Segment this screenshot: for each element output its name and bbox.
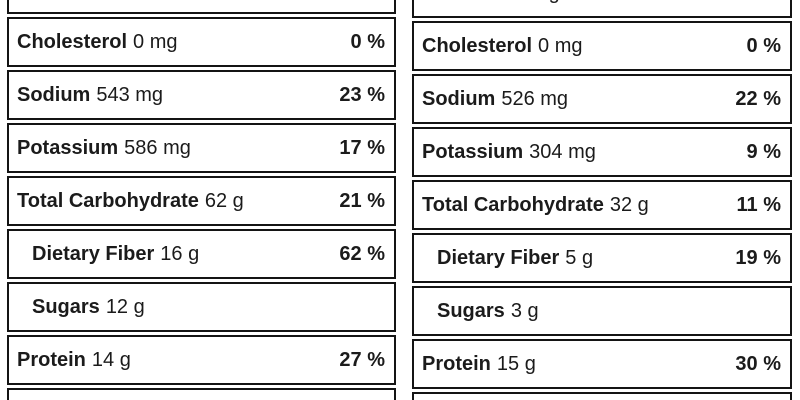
nutrition-row	[412, 392, 792, 400]
nutrient-amount: 32 g	[609, 194, 649, 216]
nutrition-row: Cholesterol 0 mg 0 %	[7, 17, 396, 67]
daily-value-percent: 0 %	[746, 35, 781, 57]
nutrient-amount: 543 mg	[96, 84, 164, 106]
nutrient-amount: 0 mg	[133, 31, 178, 53]
nutrition-row: Total Carbohydrate 62 g 21 %	[7, 176, 396, 226]
nutrition-row: Protein 15 g 30 %	[412, 339, 792, 389]
nutrition-row: Protein 14 g 27 %	[7, 335, 396, 385]
daily-value-percent: 22 %	[735, 88, 781, 110]
nutrition-row	[7, 0, 396, 14]
nutrient-name: Total Carbohydrate	[17, 190, 199, 212]
nutrient-name: Sugars	[437, 300, 505, 322]
daily-value-percent: 9 %	[746, 141, 781, 163]
nutrient-name: Protein	[17, 349, 86, 371]
nutrient-name: Sodium	[422, 88, 496, 110]
nutrient-name: Sugars	[32, 296, 100, 318]
nutrition-label-left: Cholesterol 0 mg 0 % Sodium 543 mg 23 % Potass…	[7, 0, 396, 400]
nutrition-rows-stack: Cholesterol 0 mg 0 % Sodium 543 mg 23 % Potass…	[7, 0, 396, 400]
nutrient-amount: 15 g	[496, 353, 536, 375]
nutrient-name: Dietary Fiber	[32, 243, 155, 265]
nutrient-name: Trans Fat	[437, 0, 526, 3]
daily-value-percent: 62 %	[339, 243, 385, 265]
nutrient-name: Dietary Fiber	[437, 247, 560, 269]
daily-value-percent: 27 %	[339, 349, 385, 371]
daily-value-percent: 17 %	[339, 137, 385, 159]
nutrient-amount: 16 g	[160, 243, 200, 265]
nutrient-amount: 5 g	[565, 247, 594, 269]
nutrient-name: Total Carbohydrate	[422, 194, 604, 216]
nutrient-name: Cholesterol	[422, 35, 533, 57]
nutrition-row: Sodium 543 mg 23 %	[7, 70, 396, 120]
nutrition-row	[7, 388, 396, 400]
nutrient-amount: 586 mg	[124, 137, 191, 159]
nutrient-amount: 14 g	[91, 349, 131, 371]
daily-value-percent: 30 %	[735, 353, 781, 375]
nutrient-name: Sodium	[17, 84, 91, 106]
nutrition-row: Sugars 3 g	[412, 286, 792, 336]
nutrient-name: Protein	[422, 353, 491, 375]
nutrition-row: Dietary Fiber 16 g 62 %	[7, 229, 396, 279]
nutrition-row: Total Carbohydrate 32 g 11 %	[412, 180, 792, 230]
daily-value-percent: 11 %	[736, 194, 781, 216]
daily-value-percent: 21 %	[339, 190, 385, 212]
nutrition-row: Potassium 304 mg 9 %	[412, 127, 792, 177]
nutrient-amount: 62 g	[204, 190, 244, 212]
nutrient-amount: 304 mg	[529, 141, 596, 163]
daily-value-percent: 23 %	[339, 84, 385, 106]
nutrition-row: Cholesterol 0 mg 0 %	[412, 21, 792, 71]
nutrition-row: Sugars 12 g	[7, 282, 396, 332]
daily-value-percent: 0 %	[350, 31, 385, 53]
nutrient-name: Cholesterol	[17, 31, 128, 53]
nutrition-row: Potassium 586 mg 17 %	[7, 123, 396, 173]
nutrient-amount: 3 g	[510, 300, 539, 322]
nutrition-row: Dietary Fiber 5 g 19 %	[412, 233, 792, 283]
nutrient-name: Potassium	[422, 141, 524, 163]
nutrition-row: Sodium 526 mg 22 %	[412, 74, 792, 124]
nutrient-amount: 0 g	[532, 0, 560, 3]
nutrient-name: Potassium	[17, 137, 119, 159]
nutrient-amount: 526 mg	[501, 88, 569, 110]
nutrient-amount: 0 mg	[538, 35, 583, 57]
nutrient-amount: 12 g	[105, 296, 145, 318]
daily-value-percent: 19 %	[735, 247, 781, 269]
nutrition-row: Trans Fat 0 g	[412, 0, 792, 18]
